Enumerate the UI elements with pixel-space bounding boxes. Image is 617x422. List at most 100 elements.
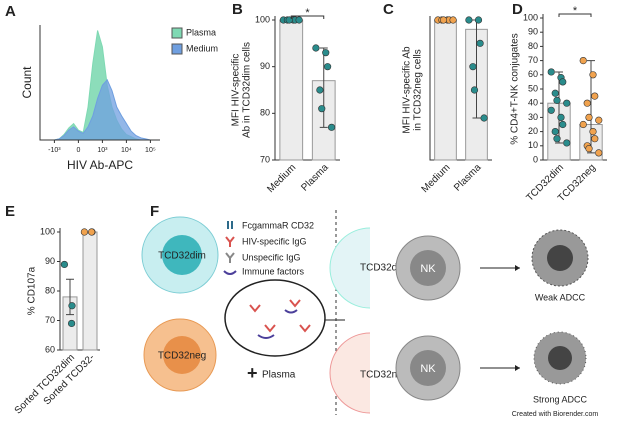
y-label: % CD107a <box>27 266 38 315</box>
point <box>557 113 565 121</box>
nucleus <box>163 336 201 374</box>
legend-swatch <box>171 43 183 55</box>
point <box>470 86 479 94</box>
plus: + <box>247 363 258 383</box>
panel-letter: E <box>5 203 15 220</box>
icon <box>225 252 235 263</box>
point <box>591 92 599 100</box>
point <box>80 228 88 236</box>
x-tick-label: Medium <box>420 162 453 195</box>
y-label: MFI HIV-specific <box>231 54 242 127</box>
point <box>559 78 567 86</box>
point <box>68 302 76 310</box>
nucleus <box>162 235 202 275</box>
point <box>67 319 76 328</box>
y-label: % CD4+T-NK conjugates <box>510 33 521 144</box>
bar <box>279 19 304 161</box>
cell-label: TCD32dim <box>158 251 206 262</box>
y-label: MFI HIV-specific Ab <box>402 46 413 134</box>
y-tick-label: 70 <box>45 315 55 325</box>
y-tick-label: 80 <box>528 41 538 51</box>
point <box>547 68 555 76</box>
point <box>563 99 571 107</box>
legend: FcgammaR CD32 HIV-specific IgG Unspecifi… <box>223 220 314 276</box>
legend-text: HIV-specific IgG <box>242 236 307 246</box>
credit: Created with Biorender.com <box>512 411 599 418</box>
y-tick-label: 90 <box>45 256 55 266</box>
point <box>87 228 96 236</box>
point <box>547 106 555 114</box>
point <box>474 16 483 24</box>
significance-bracket <box>558 13 592 17</box>
panel-letter: A <box>5 3 16 20</box>
y-tick-label: 100 <box>40 226 55 236</box>
panel-letter: D <box>512 1 523 18</box>
point <box>324 63 332 71</box>
outcome: Weak ADCC <box>535 292 586 302</box>
x-tick-label: 0 <box>76 147 80 154</box>
point <box>328 123 336 131</box>
y-label: Ab in TCD32dim cells <box>242 42 253 138</box>
y-tick-label: 90 <box>260 61 270 71</box>
y-label: in TCD32neg cells <box>413 49 424 131</box>
outcome: Strong ADCC <box>533 394 588 404</box>
y-tick-label: 70 <box>528 55 538 65</box>
cell-label: TCD32dim <box>360 263 408 274</box>
y-tick-label: 90 <box>528 27 538 37</box>
point <box>585 145 593 153</box>
point <box>551 128 559 136</box>
point <box>589 71 597 79</box>
point <box>551 89 559 97</box>
legend-text: Immune factors <box>242 266 305 276</box>
legend-label: Plasma <box>186 27 216 37</box>
panel-letter: C <box>383 1 394 18</box>
y-label: Count <box>20 66 34 99</box>
point <box>449 16 457 24</box>
x-tick-label: Medium <box>265 162 298 195</box>
y-tick-label: 70 <box>260 154 270 164</box>
point <box>316 86 324 94</box>
y-tick-label: 20 <box>528 126 538 136</box>
legend-label: Medium <box>186 43 218 53</box>
y-tick-label: 100 <box>255 14 270 24</box>
point <box>469 63 477 71</box>
point <box>589 128 597 136</box>
nucleus <box>547 245 573 271</box>
point <box>439 16 448 24</box>
nucleus <box>548 346 572 370</box>
icon <box>223 270 237 275</box>
point <box>312 44 320 52</box>
area <box>40 78 160 141</box>
icon <box>227 221 233 229</box>
factors <box>257 309 298 339</box>
cell-label: TCD32neg <box>360 370 408 381</box>
panel-f: F TCD32dim TCD32neg FcgammaR CD32 HIV-sp… <box>141 203 599 418</box>
y-tick-label: 60 <box>45 344 55 354</box>
bar <box>434 19 457 161</box>
point <box>559 120 567 129</box>
point <box>585 113 593 121</box>
arrowhead <box>515 265 520 371</box>
x-label: HIV Ab-APC <box>67 158 133 172</box>
antibodies <box>249 299 311 333</box>
error-bar <box>319 47 328 128</box>
icon <box>225 236 235 247</box>
y-tick-label: 50 <box>528 83 538 93</box>
x-tick-label: 10⁴ <box>121 147 132 154</box>
panel-letter: F <box>150 203 159 220</box>
nucleus <box>410 250 446 286</box>
point <box>318 105 326 113</box>
y-tick-label: 60 <box>528 69 538 79</box>
point <box>591 135 599 143</box>
point <box>322 49 330 57</box>
legend-swatch <box>171 27 183 39</box>
y-tick-label: 0 <box>533 154 538 164</box>
x-tick-label: Plasma <box>452 162 484 194</box>
nk-label: NK <box>420 363 436 375</box>
legend-text: Unspecific IgG <box>242 252 301 262</box>
point <box>465 16 473 24</box>
nk-label: NK <box>420 263 436 275</box>
y-tick-label: 30 <box>528 112 538 122</box>
y-tick-label: 80 <box>260 108 270 118</box>
